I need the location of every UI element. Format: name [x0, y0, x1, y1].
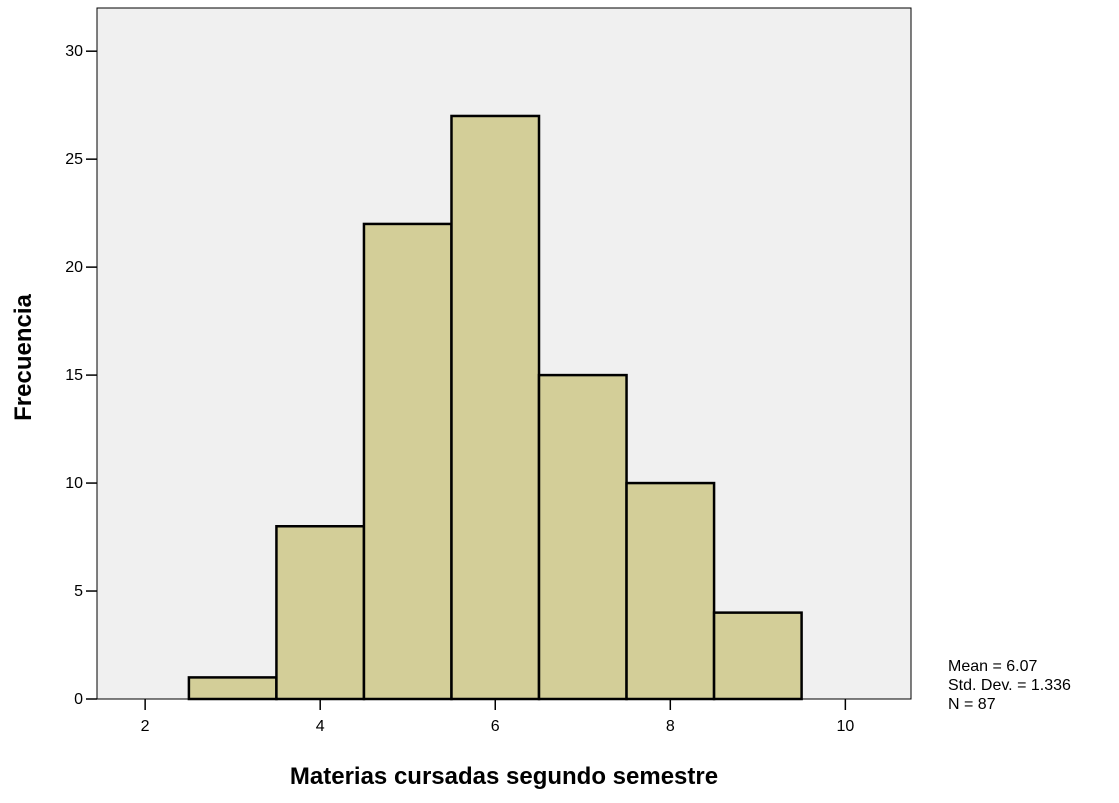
y-axis-title: Frecuencia — [10, 293, 37, 420]
histogram-bar-2 — [275, 525, 366, 701]
n-label: N = 87 — [948, 696, 996, 713]
x-tick-label: 10 — [836, 718, 854, 735]
statistics-legend: Mean = 6.07 Std. Dev. = 1.336 N = 87 — [948, 657, 1071, 714]
y-tick-label: 10 — [65, 475, 83, 492]
y-tick-label: 30 — [65, 43, 83, 60]
histogram-bar-1 — [187, 676, 278, 701]
x-axis-title: Materias cursadas segundo semestre — [290, 763, 718, 790]
y-axis: 0 5 10 15 20 25 30 — [65, 43, 97, 708]
y-tick-label: 5 — [74, 583, 83, 600]
histogram-bar-3 — [362, 222, 453, 701]
y-tick-label: 20 — [65, 259, 83, 276]
y-tick-label: 0 — [74, 691, 83, 708]
x-axis: 2 4 6 8 10 — [141, 699, 854, 735]
histogram-bar-6 — [625, 481, 716, 701]
x-tick-label: 8 — [666, 718, 675, 735]
x-tick-label: 4 — [316, 718, 325, 735]
histogram-bar-4 — [450, 114, 541, 701]
x-tick-label: 6 — [491, 718, 500, 735]
mean-label: Mean = 6.07 — [948, 658, 1038, 675]
y-tick-label: 25 — [65, 151, 83, 168]
std-dev-label: Std. Dev. = 1.336 — [948, 677, 1071, 694]
bars-group — [187, 114, 803, 701]
histogram-bar-5 — [537, 373, 628, 701]
histogram-bar-7 — [712, 611, 803, 701]
y-tick-label: 15 — [65, 367, 83, 384]
x-tick-label: 2 — [141, 718, 150, 735]
